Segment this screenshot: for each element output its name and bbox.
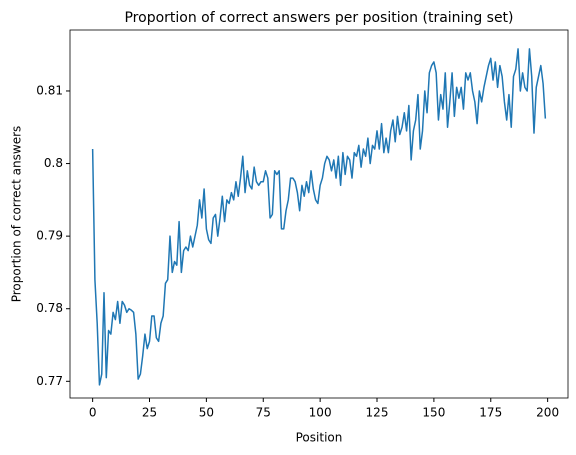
axes-frame — [69, 29, 569, 399]
x-axis-label: Position — [296, 431, 343, 445]
y-tick-label: 0.77 — [36, 374, 63, 388]
x-tick-label: 175 — [479, 406, 502, 420]
x-tick-label: 125 — [366, 406, 389, 420]
chart-title: Proportion of correct answers per positi… — [124, 10, 513, 26]
x-tick-label: 150 — [422, 406, 445, 420]
y-tick-label: 0.8 — [44, 156, 63, 170]
y-tick-label: 0.78 — [36, 301, 63, 315]
y-axis-label: Proportion of correct answers — [10, 126, 24, 303]
x-tick-label: 100 — [309, 406, 332, 420]
x-tick-label: 0 — [89, 406, 97, 420]
x-tick-label: 200 — [536, 406, 559, 420]
x-tick-label: 75 — [256, 406, 271, 420]
y-tick-label: 0.79 — [36, 229, 63, 243]
data-line — [91, 48, 547, 386]
x-tick-label: 25 — [142, 406, 157, 420]
x-tick-label: 50 — [199, 406, 214, 420]
y-tick-label: 0.81 — [36, 83, 63, 97]
